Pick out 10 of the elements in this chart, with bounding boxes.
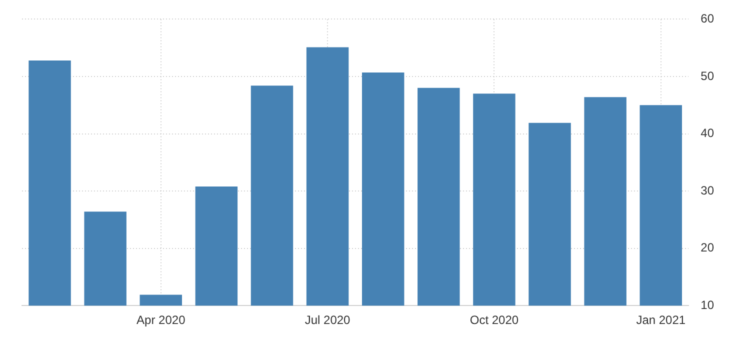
x-tick-label: Jul 2020 <box>304 313 351 328</box>
y-tick-label: 60 <box>700 12 714 26</box>
x-tick-label: Apr 2020 <box>136 313 186 328</box>
y-tick-label: 20 <box>700 240 714 255</box>
x-tick-label: Oct 2020 <box>470 313 519 328</box>
y-tick-label: 50 <box>700 68 714 83</box>
y-tick-label: 40 <box>700 126 714 140</box>
y-tick-label: 30 <box>700 183 714 198</box>
x-tick-label: Jan 2021 <box>636 313 686 328</box>
y-tick-label: 10 <box>700 298 714 312</box>
